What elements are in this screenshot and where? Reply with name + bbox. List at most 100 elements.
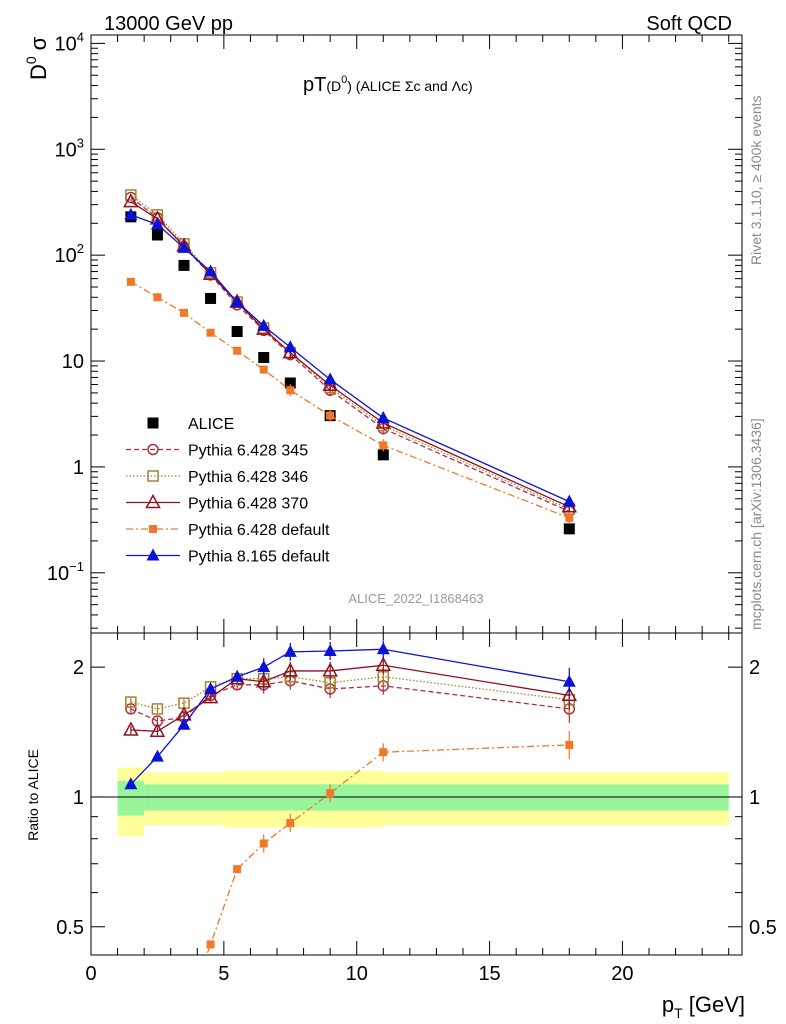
ratio-point-p8def <box>562 674 576 687</box>
mcplots-label: mcplots.cern.ch [arXiv:1306.3436] <box>748 418 764 630</box>
point-p8def <box>177 240 191 253</box>
ratio-line-p345 <box>130 680 570 722</box>
point-p8def <box>257 318 271 331</box>
point-p6def <box>565 513 574 522</box>
main-ylabel-tail: σ <box>26 36 51 50</box>
ratio-point-p6def <box>565 740 574 749</box>
ratio-ytick-label-left: 1 <box>73 787 84 809</box>
xtick-label: 10 <box>346 963 368 985</box>
ratio-ylabel: Ratio to ALICE <box>25 749 41 841</box>
ratio-line-p8def <box>130 648 570 785</box>
ratio-point-p8def <box>323 644 337 657</box>
xtick-label: 15 <box>478 963 500 985</box>
series-p346 <box>125 189 576 516</box>
point-p6def <box>379 441 388 450</box>
ratio-series-p370 <box>123 656 578 738</box>
x-axis-label: pT [GeV] <box>662 992 745 1021</box>
legend-marker-p6def <box>149 525 157 533</box>
ratio-point-p8def <box>283 644 297 657</box>
main-ytick-label-exp: 4 <box>77 29 84 44</box>
ratio-ytick-label-right: 1 <box>749 787 760 809</box>
point-p8def <box>283 340 297 353</box>
series-line-p6def <box>130 281 570 519</box>
ratio-point-p370 <box>255 673 272 688</box>
xtick-label: 0 <box>85 963 96 985</box>
ratio-point-p370 <box>282 662 299 677</box>
ratio-point-p8def <box>230 669 244 682</box>
legend-label-p370: Pythia 6.428 370 <box>188 496 308 513</box>
point-p8def <box>323 372 337 385</box>
ratio-ytick-label-right: 0.5 <box>749 917 777 939</box>
point-p8def <box>230 295 244 308</box>
main-ytick-label: 103 <box>55 135 84 161</box>
plot-title-sub: (D <box>326 78 341 94</box>
plot-title-sup: 0 <box>341 74 347 86</box>
point-p6def <box>180 308 188 317</box>
header-right: Soft QCD <box>646 13 732 35</box>
ratio-point-p8def <box>124 777 138 790</box>
series-line-p370 <box>130 201 570 508</box>
ratio-point-p370 <box>322 662 338 677</box>
ratio-series-p8def <box>124 640 576 790</box>
ratio-point-p8def <box>204 681 218 694</box>
ratio-point-p8def <box>257 660 271 673</box>
point-alice <box>178 259 190 271</box>
ratio-uncertainty-band <box>91 767 742 837</box>
series-line-p8def <box>130 214 570 503</box>
rivet-label: Rivet 3.1.10, ≥ 400k events <box>748 95 764 265</box>
ratio-point-p6def <box>379 748 388 757</box>
legend: ALICE Pythia 6.428 345 Pythia 6.428 346 Pyt… <box>126 416 330 566</box>
point-p8def <box>562 494 576 507</box>
ratio-point-p370 <box>202 689 219 704</box>
ratio-point-p6def <box>180 1012 188 1020</box>
legend-marker-alice <box>147 417 159 429</box>
main-ytick-label: 10 <box>62 351 84 373</box>
ratio-panel: 2 2 1 1 0.5 0.5 0 5 10 15 20 Ratio to ALICE pT [Ge… <box>25 632 777 1021</box>
main-ylabel-sup: 0 <box>23 56 39 64</box>
main-ytick-label: 10−1 <box>47 559 84 585</box>
point-p8def <box>376 410 390 423</box>
legend-label-p345: Pythia 6.428 345 <box>188 443 308 460</box>
ratio-point-p346 <box>151 703 164 715</box>
ratio-line-p6def <box>205 744 570 955</box>
ratio-point-p8def <box>376 642 390 655</box>
series-line-p345 <box>130 197 570 512</box>
ratio-series-clip <box>123 640 578 1020</box>
main-ytick-label-exp: 2 <box>77 241 84 256</box>
xtick-label: 5 <box>218 963 229 985</box>
main-ytick-label-base: 10 <box>47 563 69 585</box>
main-plot-frame <box>90 34 743 634</box>
ratio-point-p8def <box>177 717 191 730</box>
main-ylabel: D0 σ <box>23 36 51 80</box>
ratio-point-p6def <box>286 819 295 828</box>
series-line-p346 <box>130 194 570 510</box>
point-alice <box>284 377 296 389</box>
ratio-point-p6def <box>326 789 335 798</box>
analysis-id: ALICE_2022_I1868463 <box>348 591 483 606</box>
legend-marker-p345 <box>147 443 159 456</box>
legend-label-p8def: Pythia 8.165 default <box>188 549 330 566</box>
x-axis-label-sub: T <box>674 1005 683 1021</box>
main-series-group <box>123 189 578 535</box>
main-ytick-label-base: 10 <box>55 33 77 55</box>
ratio-series-p346 <box>125 667 576 715</box>
header-left: 13000 GeV pp <box>104 13 233 35</box>
point-p370 <box>123 193 139 208</box>
series-p8def <box>124 207 576 508</box>
ratio-point-p346 <box>125 696 137 708</box>
main-ytick-label: 104 <box>55 29 84 55</box>
point-alice <box>205 292 217 304</box>
main-ytick-label-base: 10 <box>62 351 84 373</box>
main-ytick-label-exp: −1 <box>69 559 84 574</box>
legend-marker-p346 <box>147 470 159 482</box>
ratio-ytick-label-right: 2 <box>749 657 760 679</box>
point-p6def <box>286 386 295 395</box>
point-p8def <box>150 217 164 230</box>
point-p8def <box>204 264 218 277</box>
ratio-point-p8def <box>150 749 164 762</box>
point-alice <box>258 351 270 363</box>
point-p8def <box>124 207 138 220</box>
ratio-ytick-label-left: 2 <box>73 657 84 679</box>
